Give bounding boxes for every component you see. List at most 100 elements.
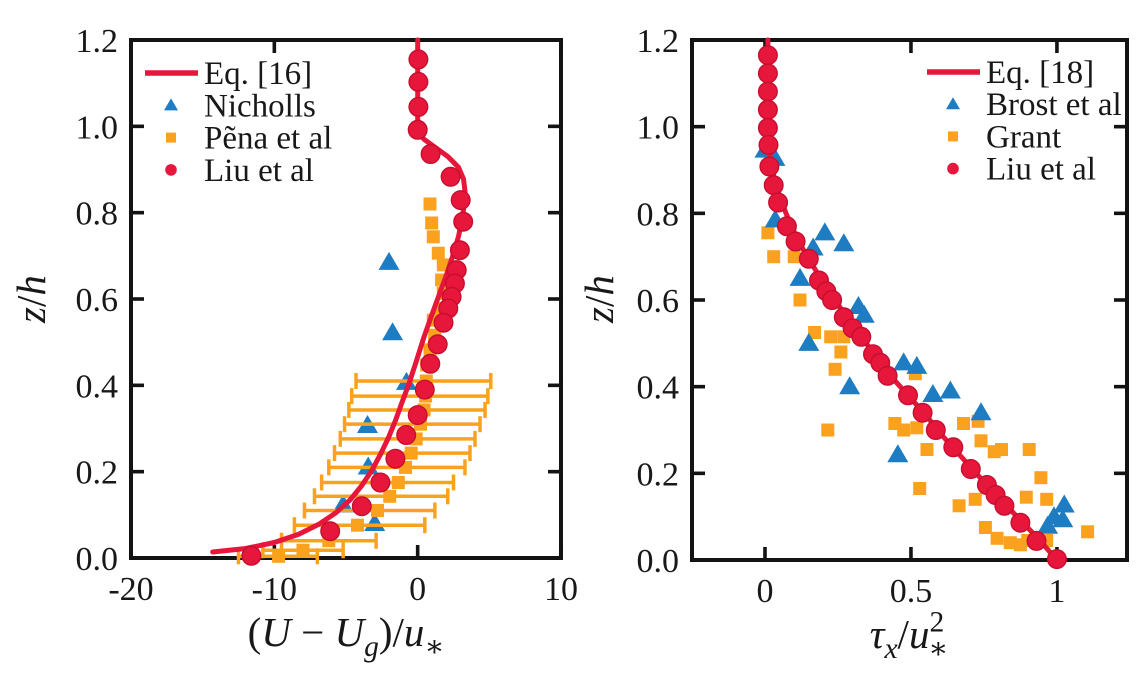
triangle-marker <box>887 444 909 463</box>
circle-marker <box>798 248 819 269</box>
y-axis-label: z/h <box>576 275 622 324</box>
x-tick-label: 1 <box>1048 573 1065 610</box>
square-marker <box>272 549 286 563</box>
x-tick-label: 10 <box>544 571 578 608</box>
y-tick-label: 0.6 <box>637 283 680 320</box>
legend-item-nicholls: Nicholls <box>164 88 316 124</box>
circle-marker <box>1010 512 1031 533</box>
legend-label: Grant <box>986 119 1061 155</box>
triangle-marker <box>970 402 992 421</box>
plot-frame <box>129 38 563 560</box>
legend-circle-marker <box>947 162 959 175</box>
circle-marker <box>370 472 391 493</box>
right-chart: 0 0.5 10.00.20.40.60.81.01.2τx/u2 ∗z/hEq. [… <box>576 23 1129 665</box>
legend-square-marker <box>166 132 176 143</box>
y-tick-label: 0.2 <box>76 455 119 492</box>
triangle-marker <box>1052 509 1074 528</box>
square-marker <box>351 518 364 532</box>
triangle-marker <box>382 322 404 341</box>
legend-square-marker <box>948 131 958 142</box>
triangle-marker <box>906 355 928 374</box>
legend-label: Eq. [18] <box>986 55 1094 91</box>
circle-marker <box>440 166 461 187</box>
square-marker <box>425 216 439 230</box>
y-tick-label: 0.8 <box>637 196 680 233</box>
circle-marker <box>433 312 454 333</box>
square-marker <box>834 345 848 359</box>
square-marker <box>952 499 966 513</box>
legend-item-liu-et-al: Liu et al <box>165 153 314 189</box>
y-tick-label: 0.2 <box>637 456 680 493</box>
legend-label: Brost et al <box>986 87 1122 123</box>
circle-marker <box>851 326 872 347</box>
triangle-marker <box>833 233 855 252</box>
circle-marker <box>943 437 964 458</box>
square-marker <box>1040 492 1054 506</box>
series-liu-et-al-circle <box>241 49 474 566</box>
triangle-marker <box>853 304 875 323</box>
circle-marker <box>351 496 372 517</box>
legend-item-liu-et-al: Liu et al <box>947 152 1096 188</box>
square-marker <box>995 443 1008 456</box>
triangle-marker <box>1053 494 1075 513</box>
legend-item-brost-et-al: Brost et al <box>946 87 1122 123</box>
circle-marker <box>385 448 406 469</box>
series-brost-et-al-triangle <box>754 139 1075 534</box>
legend-item-eq-16: Eq. [16] <box>145 56 312 92</box>
triangle-marker <box>789 267 811 286</box>
curve-eq-16 <box>210 37 468 555</box>
circle-marker <box>757 81 778 102</box>
triangle-marker <box>1037 515 1059 534</box>
circle-marker <box>960 459 981 480</box>
circle-marker <box>763 175 784 196</box>
legend-triangle-marker <box>164 98 178 111</box>
legend-label: Eq. [16] <box>204 56 312 92</box>
square-marker <box>808 326 822 339</box>
left-chart: -20 -10 0 10 0.0 0.2 0.4 0.6 0.8 1.0 1.2 (U − Ug)/u… <box>8 23 578 663</box>
x-tick-label: 0.5 <box>890 573 933 610</box>
x-tick-label: 0 <box>756 573 773 610</box>
triangle-marker <box>814 222 836 241</box>
circle-marker <box>407 405 428 426</box>
y-tick-label: 0.6 <box>76 282 119 319</box>
square-marker <box>821 423 835 437</box>
circle-marker <box>241 545 262 566</box>
circle-marker <box>898 385 919 406</box>
circle-marker <box>408 96 429 117</box>
square-marker <box>391 476 405 489</box>
circle-marker <box>449 240 470 261</box>
square-marker <box>974 434 988 448</box>
circle-marker <box>912 402 933 423</box>
legend-label: Pẽna et al <box>204 121 332 157</box>
square-marker <box>824 330 838 344</box>
circle-marker <box>420 143 441 164</box>
circle-marker <box>414 379 435 400</box>
legend-circle-marker <box>165 164 177 176</box>
square-marker <box>957 417 970 430</box>
circle-marker <box>757 99 778 120</box>
x-tick-label: -10 <box>252 571 297 608</box>
square-marker <box>793 293 807 307</box>
x-axis-label: τx/u2 ∗ <box>870 607 949 665</box>
circle-marker <box>757 45 778 66</box>
y-tick-label: 1.0 <box>76 109 119 146</box>
circle-marker <box>320 521 341 542</box>
y-tick-label: 0.4 <box>637 370 680 407</box>
circle-marker <box>759 156 780 177</box>
square-marker <box>1019 490 1033 504</box>
x-axis-label: (U − Ug)/u∗ <box>248 609 445 663</box>
y-tick-label: 0.8 <box>76 196 119 233</box>
y-tick-label: 1.0 <box>637 110 680 147</box>
x-tick-label: -20 <box>108 571 153 608</box>
legend-label: Liu et al <box>986 152 1096 188</box>
circle-marker <box>1046 549 1067 570</box>
square-marker <box>1003 536 1017 550</box>
circle-marker <box>994 495 1015 516</box>
square-marker <box>990 531 1004 545</box>
triangle-marker <box>922 384 944 403</box>
x-tick-labels: 0 0.5 1 <box>756 573 1065 610</box>
y-tick-label: 1.2 <box>76 23 119 60</box>
circle-marker <box>407 119 428 140</box>
